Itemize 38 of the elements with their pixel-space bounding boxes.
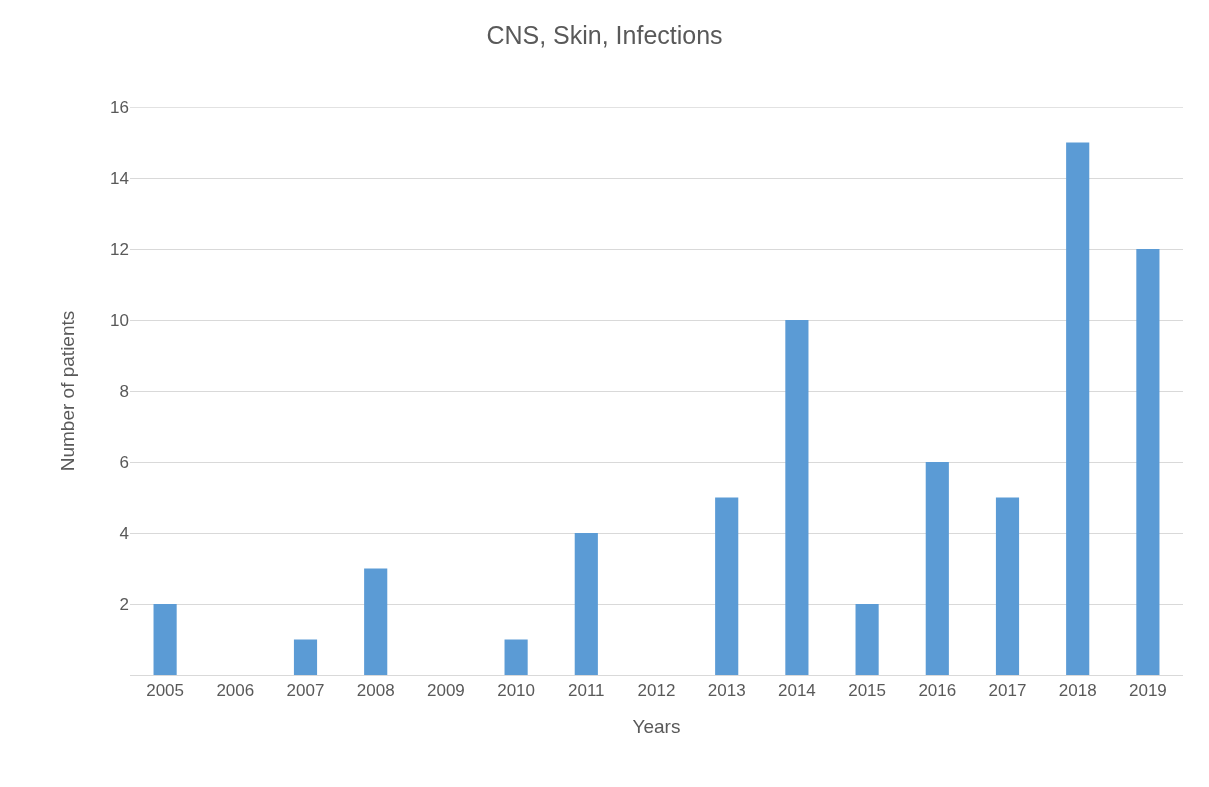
x-axis-title: Years bbox=[632, 716, 681, 738]
bar bbox=[1136, 249, 1160, 675]
y-tick-label: 2 bbox=[119, 594, 129, 614]
bar bbox=[364, 568, 388, 675]
bar bbox=[293, 639, 318, 675]
y-tick-label: 6 bbox=[119, 452, 129, 472]
x-tick-label: 2006 bbox=[216, 681, 255, 701]
x-tick-label: 2018 bbox=[1058, 681, 1097, 701]
bar bbox=[855, 604, 879, 675]
bar bbox=[995, 497, 1020, 675]
bar bbox=[574, 533, 598, 675]
y-tick-label: 12 bbox=[110, 239, 129, 259]
y-tick-label: 8 bbox=[119, 381, 129, 401]
bar bbox=[785, 320, 809, 675]
bar bbox=[504, 639, 528, 675]
x-tick-label: 2014 bbox=[777, 681, 816, 701]
y-tick-label: 14 bbox=[110, 168, 129, 188]
x-tick-label: 2012 bbox=[637, 681, 676, 701]
bar bbox=[153, 604, 177, 675]
y-axis-title: Number of patients bbox=[56, 310, 78, 472]
y-tick-label: 4 bbox=[119, 523, 129, 543]
x-tick-label: 2011 bbox=[568, 681, 605, 701]
bar bbox=[925, 462, 949, 675]
x-tick-label: 2007 bbox=[286, 681, 325, 701]
x-tick-label: 2005 bbox=[146, 681, 185, 701]
x-tick-label: 2009 bbox=[426, 681, 465, 701]
x-tick-label: 2016 bbox=[918, 681, 957, 701]
x-tick-label: 2010 bbox=[497, 681, 536, 701]
x-tick-label: 2015 bbox=[848, 681, 887, 701]
x-tick-label: 2013 bbox=[707, 681, 746, 701]
y-tick-label: 16 bbox=[110, 97, 129, 117]
y-tick-label: 10 bbox=[110, 310, 129, 330]
x-tick-label: 2019 bbox=[1128, 681, 1167, 701]
x-tick-label: 2008 bbox=[356, 681, 395, 701]
bar bbox=[1066, 142, 1090, 675]
x-tick-label: 2017 bbox=[988, 681, 1027, 701]
chart-title: CNS, Skin, Infections bbox=[486, 21, 723, 50]
bar bbox=[715, 497, 739, 675]
